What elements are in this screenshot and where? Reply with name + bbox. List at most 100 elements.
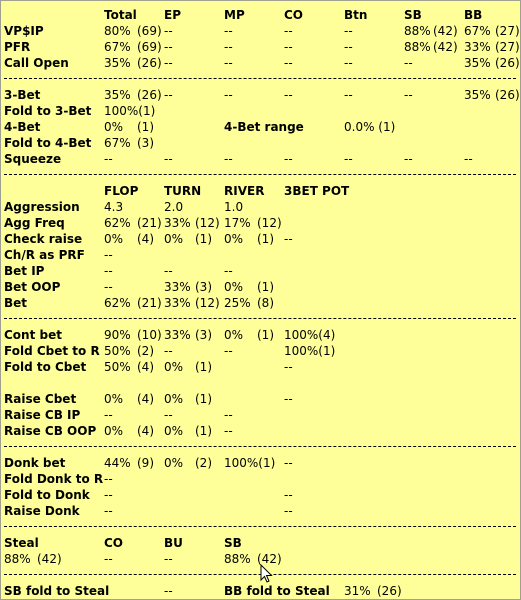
col-header-river: RIVER (224, 184, 265, 198)
stat-count: (9) (137, 456, 154, 470)
stat-count: (69) (137, 24, 162, 38)
stat-count: (3) (195, 280, 212, 294)
col-header-co: CO (284, 8, 304, 22)
col-header-steal-co: CO (104, 536, 124, 550)
stat-count: (2) (137, 344, 154, 358)
stat-value: 88% (404, 40, 431, 54)
stat-count: (12) (257, 216, 282, 230)
stat-value: 67% (104, 136, 131, 150)
stat-value: -- (224, 344, 233, 358)
stat-count: (12) (195, 296, 220, 310)
stat-value: 0% (224, 280, 244, 294)
section-divider (4, 78, 516, 79)
stat-value: 88% (4, 552, 31, 566)
row-label-steal: Steal (4, 536, 39, 550)
section-divider (4, 174, 516, 175)
section-divider (4, 574, 516, 575)
stat-value: -- (164, 40, 173, 54)
stat-value: -- (224, 152, 233, 166)
stat-value: 35% (464, 88, 491, 102)
stat-value: -- (284, 152, 293, 166)
col-header-sb: SB (404, 8, 422, 22)
stat-value: 0% (104, 424, 124, 438)
stat-value: 0% (224, 328, 244, 342)
stat-value: -- (284, 88, 293, 102)
stat-value: -- (104, 488, 113, 502)
row-label-sb-fold-to-steal: SB fold to Steal (4, 584, 110, 598)
stat-count: (26) (377, 584, 402, 598)
stat-value: -- (104, 248, 113, 262)
row-label-call-open: Call Open (4, 56, 69, 70)
stat-value: 33% (164, 328, 191, 342)
stat-value: 100%(1) (104, 104, 156, 118)
stat-value: 67% (104, 40, 131, 54)
col-header-3bet-pot: 3BET POT (284, 184, 350, 198)
stat-value: 33% (164, 296, 191, 310)
stat-value: -- (164, 56, 173, 70)
stat-value: -- (404, 152, 413, 166)
stat-count: (4) (137, 360, 154, 374)
stat-value: 50% (104, 344, 131, 358)
col-header-total: Total (104, 8, 137, 22)
stat-value: 35% (104, 88, 131, 102)
stat-value: 4.3 (104, 200, 124, 214)
stat-value: -- (224, 424, 233, 438)
row-label-raise-cb-ip: Raise CB IP (4, 408, 81, 422)
stat-count: (1) (195, 424, 212, 438)
stat-value: 50% (104, 360, 131, 374)
stat-count: (3) (137, 136, 154, 150)
stat-count: (27) (495, 40, 520, 54)
stat-value: 0% (104, 120, 124, 134)
stat-value: -- (284, 24, 293, 38)
row-label-cont-bet: Cont bet (4, 328, 62, 342)
stat-value: 0% (164, 360, 184, 374)
stat-value: -- (164, 264, 173, 278)
stat-count: (4) (137, 392, 154, 406)
col-header-turn: TURN (164, 184, 202, 198)
stat-count: (4) (137, 232, 154, 246)
row-label-bet-oop: Bet OOP (4, 280, 61, 294)
stat-count: (27) (495, 24, 520, 38)
stat-value: 35% (464, 56, 491, 70)
stat-value: 33% (164, 216, 191, 230)
stat-value: -- (224, 56, 233, 70)
row-label-4bet: 4-Bet (4, 120, 41, 134)
stat-count: (26) (137, 56, 162, 70)
stat-value: 1.0 (224, 200, 244, 214)
stat-value: -- (104, 264, 113, 278)
stat-value: 44% (104, 456, 131, 470)
stat-value: 25% (224, 296, 251, 310)
stat-value: 100%(4) (284, 328, 336, 342)
stat-value: -- (104, 408, 113, 422)
stat-count: (42) (433, 24, 458, 38)
row-label-vpip: VP$IP (4, 24, 44, 38)
row-label-pfr: PFR (4, 40, 31, 54)
stat-value: 0.0% (1) (344, 120, 396, 134)
stat-value: 62% (104, 296, 131, 310)
stat-value: -- (224, 408, 233, 422)
row-label-chr-as-prf: Ch/R as PRF (4, 248, 85, 262)
row-label-fold-to-cbet: Fold to Cbet (4, 360, 87, 374)
col-header-btn: Btn (344, 8, 368, 22)
stat-count: (21) (137, 296, 162, 310)
row-label-check-raise: Check raise (4, 232, 83, 246)
stat-value: 88% (224, 552, 251, 566)
stat-value: -- (284, 232, 293, 246)
row-label-aggression: Aggression (4, 200, 80, 214)
stat-value: 88% (404, 24, 431, 38)
stat-value: 0% (164, 456, 184, 470)
stat-count: (21) (137, 216, 162, 230)
row-label-fold-to-3bet: Fold to 3-Bet (4, 104, 92, 118)
row-label-agg-freq: Agg Freq (4, 216, 65, 230)
stat-value: -- (344, 56, 353, 70)
stat-value: 33% (464, 40, 491, 54)
stat-value: -- (284, 392, 293, 406)
stat-value: -- (284, 488, 293, 502)
stat-value: -- (164, 24, 173, 38)
stat-value: -- (284, 504, 293, 518)
stat-value: 80% (104, 24, 131, 38)
stat-value: -- (164, 88, 173, 102)
row-label-4bet-range: 4-Bet range (224, 120, 304, 134)
stat-count: (3) (195, 328, 212, 342)
col-header-bb: BB (464, 8, 483, 22)
